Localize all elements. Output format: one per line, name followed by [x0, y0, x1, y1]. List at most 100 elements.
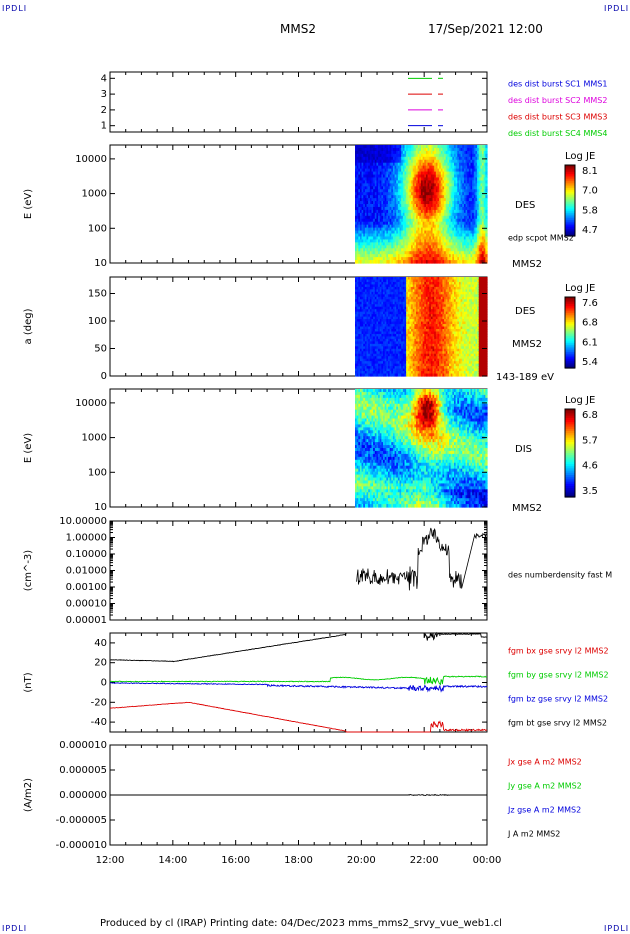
- panel-2-spectrogram-cell: [460, 150, 463, 155]
- panel-3-spectrogram-cell: [368, 326, 371, 330]
- panel-2-spectrogram-cell: [439, 257, 442, 261]
- panel-3-spectrogram-cell: [364, 306, 368, 310]
- panel-2-spectrogram-cell: [402, 145, 406, 149]
- panel-2-spectrogram-cell: [392, 147, 396, 152]
- panel-2-spectrogram-cell: [355, 233, 358, 238]
- panel-2-spectrogram-cell: [454, 189, 457, 193]
- panel-2-spectrogram-cell: [478, 192, 481, 196]
- panel-2-spectrogram-cell: [373, 165, 376, 170]
- panel-2-spectrogram-cell: [450, 215, 453, 220]
- panel-2-spectrogram-cell: [376, 254, 379, 258]
- panel-2-spectrogram-cell: [359, 195, 363, 199]
- panel-2-spectrogram-cell: [477, 168, 480, 173]
- panel-2-spectrogram-cell: [465, 248, 468, 252]
- panel-2-spectrogram-cell: [399, 186, 402, 190]
- panel-2-spectrogram-cell: [455, 212, 458, 217]
- panel-2-spectrogram-cell: [434, 218, 437, 223]
- panel-2-spectrogram-cell: [364, 260, 368, 264]
- panel-2-spectrogram-cell: [444, 180, 447, 184]
- panel-2-spectrogram-cell: [381, 260, 384, 264]
- panel-2-spectrogram-cell: [473, 218, 477, 223]
- panel-2-spectrogram-cell: [421, 145, 424, 149]
- panel-2-spectrogram-cell: [391, 180, 394, 184]
- panel-2-spectrogram-cell: [473, 180, 477, 184]
- panel-3-spectrogram-cell: [371, 328, 374, 333]
- panel-2-spectrogram-cell: [472, 171, 475, 176]
- panel-2-spectrogram-cell: [458, 260, 462, 264]
- panel-2-spectrogram-cell: [463, 174, 467, 179]
- panel-2-spectrogram-cell: [383, 145, 386, 149]
- panel-2-spectrogram-cell: [463, 236, 467, 240]
- panel-2-spectrogram-cell: [467, 174, 470, 179]
- panel-2-spectrogram-cell: [477, 186, 480, 190]
- panel-2-spectrogram-cell: [394, 162, 397, 167]
- panel-2-spectrogram-cell: [450, 186, 453, 190]
- panel-2-spectrogram-cell: [366, 183, 369, 187]
- panel-2-spectrogram-cell: [425, 186, 429, 190]
- panel-2-spectrogram-cell: [462, 254, 465, 258]
- panel-2-spectrogram-cell: [485, 183, 488, 187]
- panel-2-spectrogram-cell: [468, 180, 472, 184]
- panel-2-spectrogram-cell: [421, 201, 424, 205]
- panel-2-spectrogram-cell: [356, 260, 359, 264]
- panel-2-spectrogram-cell: [439, 224, 442, 229]
- panel-2-spectrogram-cell: [460, 224, 463, 229]
- panel-2-spectrogram-cell: [427, 212, 430, 217]
- panel-3-spectrogram-cell: [358, 341, 361, 345]
- panel-2-spectrogram-cell: [364, 236, 368, 240]
- panel-2-spectrogram-cell: [383, 251, 386, 255]
- panel-2-spectrogram-cell: [394, 233, 397, 238]
- panel-2-spectrogram-cell: [361, 245, 364, 249]
- panel-2-spectrogram-cell: [424, 195, 427, 199]
- panel-2-spectrogram-cell: [407, 198, 411, 202]
- panel-2-y-label: E (eV): [23, 189, 34, 219]
- panel-2-spectrogram-cell: [445, 204, 448, 208]
- panel-2-spectrogram-cell: [439, 186, 442, 190]
- panel-2-spectrogram-cell: [399, 245, 402, 249]
- panel-2-spectrogram-cell: [449, 162, 452, 167]
- panel-2-spectrogram-cell: [361, 192, 364, 196]
- panel-2-spectrogram-cell: [473, 186, 477, 190]
- panel-2-spectrogram-cell: [371, 236, 374, 240]
- panel-2-spectrogram-cell: [416, 242, 419, 246]
- panel-2-spectrogram-cell: [422, 192, 425, 196]
- panel-3-spectrogram-cell: [371, 353, 374, 357]
- panel-2-spectrogram-cell: [454, 215, 457, 220]
- panel-3-spectrogram-cell: [371, 311, 374, 315]
- panel-2-spectrogram-cell: [427, 206, 430, 211]
- panel-2-spectrogram-cell: [417, 189, 420, 193]
- panel-2-spectrogram-cell: [455, 215, 458, 220]
- panel-2-spectrogram-cell: [411, 221, 414, 226]
- panel-2-spectrogram-cell: [447, 212, 450, 217]
- panel-2-spectrogram-cell: [369, 236, 373, 240]
- panel-2-spectrogram-cell: [404, 174, 407, 179]
- panel-2-spectrogram-cell: [401, 195, 404, 199]
- panel-2-spectrogram-cell: [368, 257, 371, 261]
- panel-2-spectrogram-cell: [475, 248, 478, 252]
- panel-3-spectrogram-cell: [364, 346, 368, 350]
- panel-2-spectrogram-cell: [439, 245, 442, 249]
- panel-2-spectrogram-cell: [384, 260, 387, 264]
- panel-2-spectrogram-cell: [411, 153, 414, 158]
- panel-2-spectrogram-cell: [447, 254, 450, 258]
- panel-2-spectrogram-cell: [468, 218, 472, 223]
- panel-2-spectrogram-cell: [366, 245, 369, 249]
- panel-2-spectrogram-cell: [373, 218, 376, 223]
- panel-2-spectrogram-cell: [470, 177, 473, 181]
- panel-2-spectrogram-cell: [401, 218, 404, 223]
- panel-2-spectrogram-cell: [467, 206, 470, 211]
- panel-2-spectrogram-cell: [473, 153, 477, 158]
- panel-3-spectrogram-cell: [359, 321, 363, 325]
- panel-2-spectrogram-cell: [472, 245, 475, 249]
- panel-2-spectrogram-cell: [462, 177, 465, 181]
- panel-2-spectrogram-cell: [440, 257, 444, 261]
- panel-3-spectrogram-cell: [355, 361, 358, 365]
- panel-2-spectrogram-cell: [366, 177, 369, 181]
- panel-3-spectrogram-cell: [358, 314, 361, 318]
- panel-2-spectrogram-cell: [414, 233, 417, 238]
- panel-2-spectrogram-cell: [417, 174, 420, 179]
- panel-2-spectrogram-cell: [364, 221, 368, 226]
- panel-2-spectrogram-cell: [392, 260, 396, 264]
- panel-2-spectrogram-cell: [369, 227, 373, 232]
- panel-3-spectrogram-cell: [359, 284, 363, 288]
